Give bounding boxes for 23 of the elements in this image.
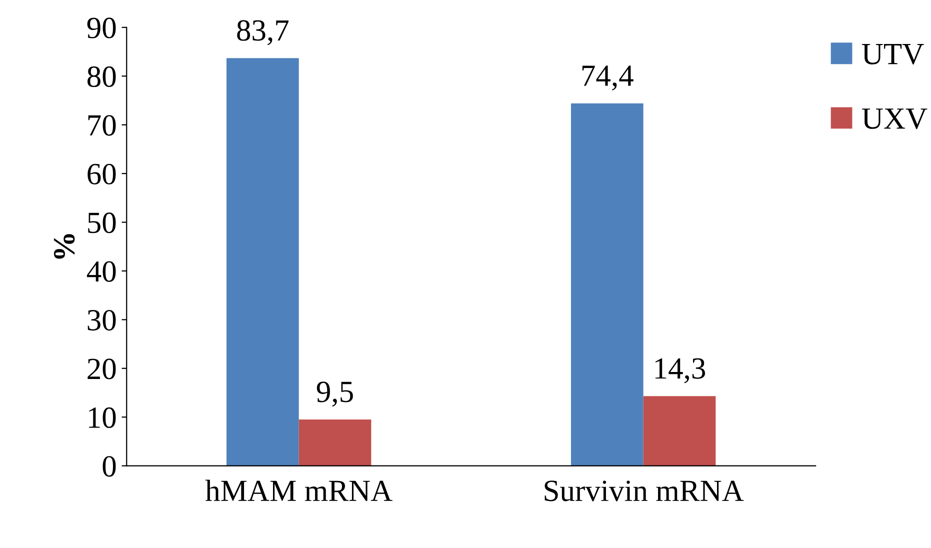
y-tick-label: 0 [102, 456, 116, 477]
data-label: 74,4 [582, 66, 634, 90]
y-tick-label: 80 [88, 66, 116, 88]
data-label: 14,3 [655, 358, 706, 384]
y-tick-label: 60 [88, 164, 116, 184]
y-tick-label: 50 [88, 212, 116, 234]
x-tick-label: Survivin mRNA [544, 480, 744, 502]
x-tick-label: hMAM mRNA [205, 480, 392, 501]
bar [226, 58, 299, 466]
data-label: 83,7 [237, 20, 289, 46]
y-tick-label: 20 [88, 358, 116, 380]
legend-label: UXV [862, 108, 928, 130]
y-tick-label: 90 [87, 18, 116, 38]
legend-label: UTV [862, 44, 924, 65]
y-tick-label: 40 [86, 261, 116, 282]
y-tick-label: 10 [89, 407, 116, 428]
bar [298, 420, 372, 466]
bar [570, 103, 644, 466]
y-tick-label: 30 [88, 310, 116, 331]
data-label: 9,5 [316, 382, 353, 407]
y-tick-label: 70 [88, 115, 116, 136]
bar [643, 396, 716, 466]
y-axis-title: % [54, 234, 75, 259]
